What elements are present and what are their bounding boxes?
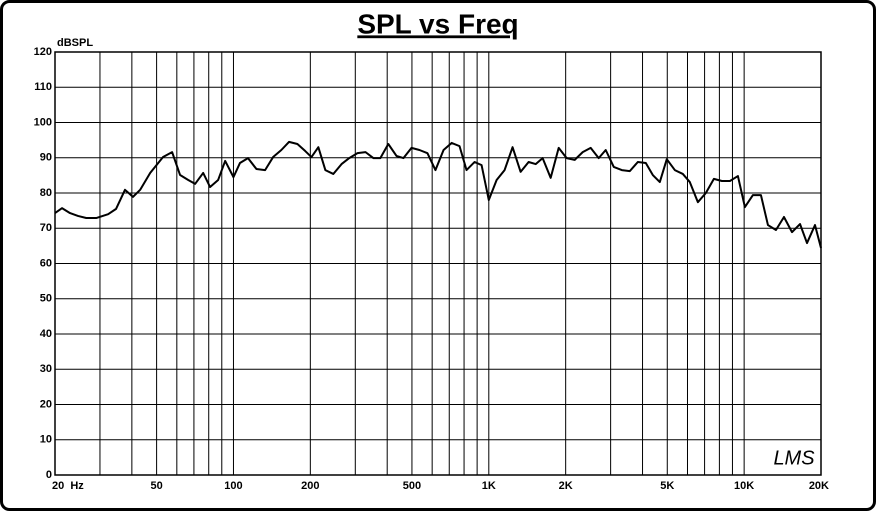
x-tick-label: 500 [403, 480, 421, 492]
chart-title: SPL vs Freq [357, 8, 518, 39]
y-axis-label: dBSPL [57, 37, 93, 49]
y-tick-label: 90 [40, 152, 52, 164]
x-tick-label: 100 [224, 480, 242, 492]
y-tick-label: 10 [40, 434, 52, 446]
x-tick-label: 2K [559, 480, 573, 492]
x-tick-label: 50 [150, 480, 162, 492]
x-tick-label: 20 Hz [52, 480, 84, 492]
logo: LMS [773, 447, 815, 469]
y-tick-label: 100 [34, 116, 52, 128]
y-tick-label: 70 [40, 222, 52, 234]
y-tick-label: 20 [40, 398, 52, 410]
x-tick-label: 5K [660, 480, 674, 492]
y-tick-label: 40 [40, 328, 52, 340]
x-tick-label: 1K [482, 480, 496, 492]
y-tick-label: 60 [40, 257, 52, 269]
plot-border [54, 51, 822, 476]
x-tick-label: 10K [734, 480, 754, 492]
y-tick-label: 0 [46, 469, 52, 481]
y-tick-label: 30 [40, 363, 52, 375]
y-tick-label: 110 [34, 81, 52, 93]
line [54, 140, 822, 249]
y-tick-label: 80 [40, 187, 52, 199]
x-tick-label: 20K [809, 480, 829, 492]
y-tick-label: 120 [34, 46, 52, 58]
x-tick-label: 200 [301, 480, 319, 492]
y-tick-label: 50 [40, 293, 52, 305]
